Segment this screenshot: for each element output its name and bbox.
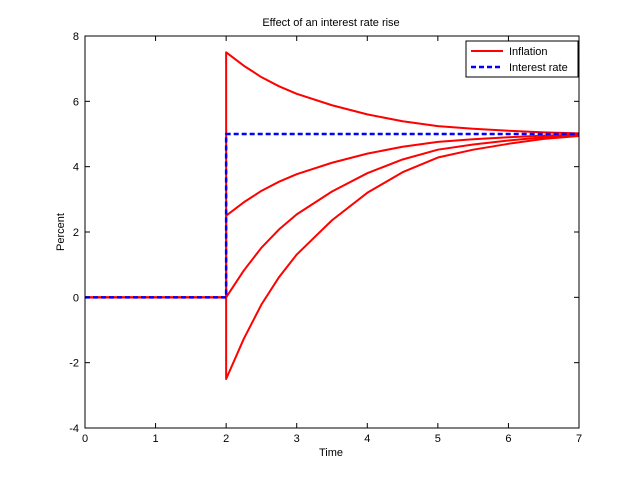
legend-label-interest-rate: Interest rate	[509, 62, 568, 74]
series-line-inflation	[85, 134, 580, 380]
y-tick-label: -4	[69, 423, 79, 435]
y-tick-label: -2	[69, 358, 79, 370]
x-axis-ticks: 0 1 2 3 4 5 6 7	[82, 36, 582, 445]
x-tick-label: 6	[505, 433, 511, 445]
x-tick-label: 5	[435, 433, 441, 445]
y-tick-label: 6	[73, 96, 79, 108]
legend-box	[465, 40, 579, 78]
chart-title: Effect of an interest rate rise	[262, 17, 399, 29]
series-line-interest-rate	[85, 132, 579, 299]
y-axis-label: Percent	[55, 213, 67, 251]
y-tick-label: 0	[73, 292, 79, 304]
legend: Inflation Interest rate	[465, 40, 579, 78]
x-tick-label: 4	[364, 433, 370, 445]
x-axis-label: Time	[319, 447, 343, 459]
y-tick-label: 2	[73, 227, 79, 239]
series-line-inflation	[85, 133, 580, 299]
legend-label-inflation: Inflation	[509, 46, 548, 58]
y-axis-ticks: -4 -2 0 2 4 6 8	[69, 31, 579, 435]
series-line-inflation	[85, 134, 580, 299]
plot-area-frame	[84, 35, 580, 429]
x-tick-label: 1	[153, 433, 159, 445]
series-layer	[85, 51, 580, 380]
y-tick-label: 8	[73, 31, 79, 43]
x-tick-label: 7	[576, 433, 582, 445]
x-tick-label: 3	[294, 433, 300, 445]
y-tick-label: 4	[73, 162, 79, 174]
series-line-inflation	[85, 51, 580, 299]
x-tick-label: 0	[82, 433, 88, 445]
x-tick-label: 2	[223, 433, 229, 445]
